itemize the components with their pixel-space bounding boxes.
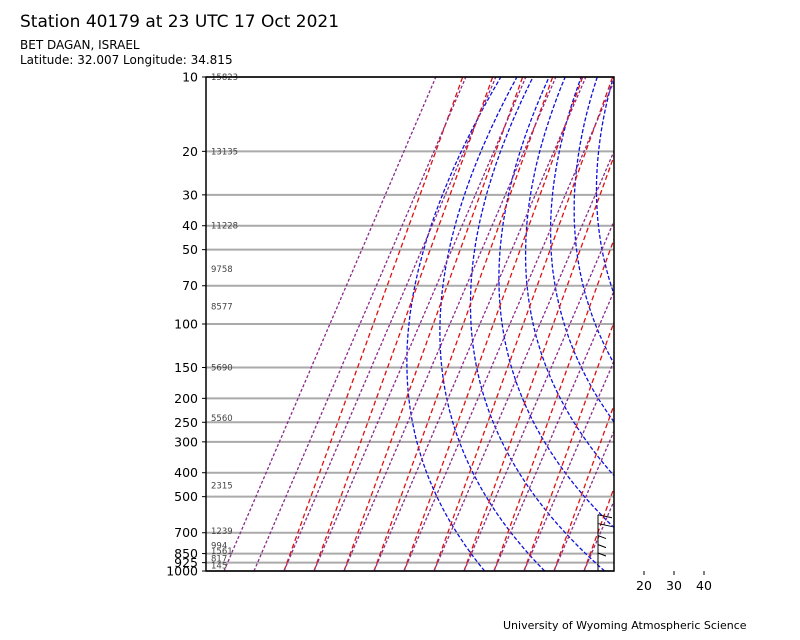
y-tick-label: 300 xyxy=(174,434,198,449)
height-label: 817 xyxy=(211,554,227,564)
height-label: 994 xyxy=(211,542,227,552)
x-axis-ticks: 20 30 40 xyxy=(636,571,712,593)
mixing-ratio-line xyxy=(313,77,527,571)
grid xyxy=(206,76,614,572)
height-label: 5690 xyxy=(211,363,233,373)
station-name: BET DAGAN, ISRAEL xyxy=(20,38,140,52)
station-location: Latitude: 32.007 Longitude: 34.815 xyxy=(20,53,233,67)
moist-adiabat xyxy=(553,403,614,571)
mixing-ratio-line xyxy=(343,77,557,571)
mixing-ratio-line xyxy=(433,149,614,571)
mixing-ratio-line xyxy=(613,569,614,571)
height-label: 2315 xyxy=(211,481,233,491)
y-tick-label: 500 xyxy=(174,489,198,504)
y-tick-label: 1000 xyxy=(166,564,198,579)
mixing-ratio-line xyxy=(223,77,437,571)
dry-adiabat xyxy=(710,77,800,571)
y-tick-label: 200 xyxy=(174,391,198,406)
wind-barb-flag xyxy=(597,523,613,528)
y-tick-label: 10 xyxy=(182,70,198,85)
moist-adiabat xyxy=(403,77,584,571)
y-tick-label: 20 xyxy=(182,144,198,159)
y-tick-label: 50 xyxy=(182,242,198,257)
x-tick-label: 40 xyxy=(696,578,712,593)
moist-adiabat xyxy=(493,237,614,571)
moist-adiabat xyxy=(313,77,494,571)
moist-adiabat xyxy=(523,320,614,571)
mixing-ratio-line xyxy=(283,77,497,571)
reference-lines xyxy=(223,77,800,571)
sounding-line xyxy=(668,539,688,571)
dry-adiabat xyxy=(406,77,502,571)
height-label: 13135 xyxy=(211,147,238,157)
dry-adiabat xyxy=(675,77,800,571)
dry-adiabat xyxy=(638,77,800,571)
moist-adiabat xyxy=(674,77,800,571)
moist-adiabat xyxy=(644,77,800,571)
sounding-series xyxy=(654,537,687,571)
mixing-ratio-line xyxy=(644,77,800,571)
dry-adiabat xyxy=(657,77,800,571)
y-tick-label: 70 xyxy=(182,278,198,293)
mixing-ratio-line xyxy=(493,289,614,571)
wind-barb xyxy=(597,552,607,571)
y-tick-label: 100 xyxy=(174,317,198,332)
sounding-line xyxy=(654,537,661,571)
height-label: 8577 xyxy=(211,303,233,313)
dry-adiabat xyxy=(595,77,614,296)
moist-adiabat xyxy=(433,77,614,571)
credit-text: University of Wyoming Atmospheric Scienc… xyxy=(503,619,747,632)
y-axis-ticks: 10 20 30 40 50 70 100 150 200 250 300 400 500 700 8509… xyxy=(166,70,206,579)
dry-adiabat xyxy=(469,77,606,571)
moist-adiabat xyxy=(283,77,464,571)
moist-adiabat xyxy=(373,77,554,571)
y-tick-label: 400 xyxy=(174,465,198,480)
mixing-ratio-line xyxy=(403,79,614,571)
height-label: 1561 xyxy=(211,547,233,557)
mixing-ratio-line xyxy=(373,77,587,571)
height-label: 145 xyxy=(211,561,227,571)
mixing-ratio-line xyxy=(583,499,614,571)
moist-adiabat xyxy=(613,569,614,571)
wind-barb-flag xyxy=(597,535,607,540)
x-tick-label: 20 xyxy=(636,578,652,593)
dry-adiabat xyxy=(618,77,800,571)
wind-barb-flag xyxy=(597,514,613,519)
y-tick-label: 40 xyxy=(182,218,198,233)
moist-adiabat xyxy=(463,154,614,571)
wind-barb-flag xyxy=(597,552,607,557)
dry-adiabat xyxy=(573,77,614,365)
chart-title: Station 40179 at 23 UTC 17 Oct 2021 xyxy=(20,12,340,32)
y-tick-label: 850 xyxy=(174,546,198,561)
mixing-ratio-line xyxy=(523,359,614,571)
moist-adiabat xyxy=(343,77,524,571)
mixing-ratio-line xyxy=(553,429,614,571)
height-label: 5560 xyxy=(211,414,233,424)
mixing-ratio-line xyxy=(253,77,467,571)
height-label: 11228 xyxy=(211,222,238,232)
y-tick-label: 250 xyxy=(174,415,198,430)
height-label: 15823 xyxy=(211,73,238,83)
x-tick-label: 30 xyxy=(666,578,682,593)
dry-adiabat xyxy=(498,77,614,529)
dry-adiabat xyxy=(439,77,546,571)
wind-barbs xyxy=(597,514,613,571)
height-label: 1239 xyxy=(211,527,233,537)
y-tick-label: 700 xyxy=(174,525,198,540)
dry-adiabat xyxy=(726,77,800,571)
height-label: 9758 xyxy=(211,265,233,275)
y-tick-label: 925 xyxy=(174,555,198,570)
dry-adiabat xyxy=(693,77,800,571)
moist-adiabat xyxy=(704,77,800,571)
mixing-ratio-line xyxy=(463,219,614,571)
y-tick-label: 30 xyxy=(182,187,198,202)
y-tick-label: 150 xyxy=(174,360,198,375)
wind-barb-flag xyxy=(597,544,607,549)
height-labels: 15823 13135 11228 9758 8577 5690 5560 2315 1239 9… xyxy=(211,73,238,571)
